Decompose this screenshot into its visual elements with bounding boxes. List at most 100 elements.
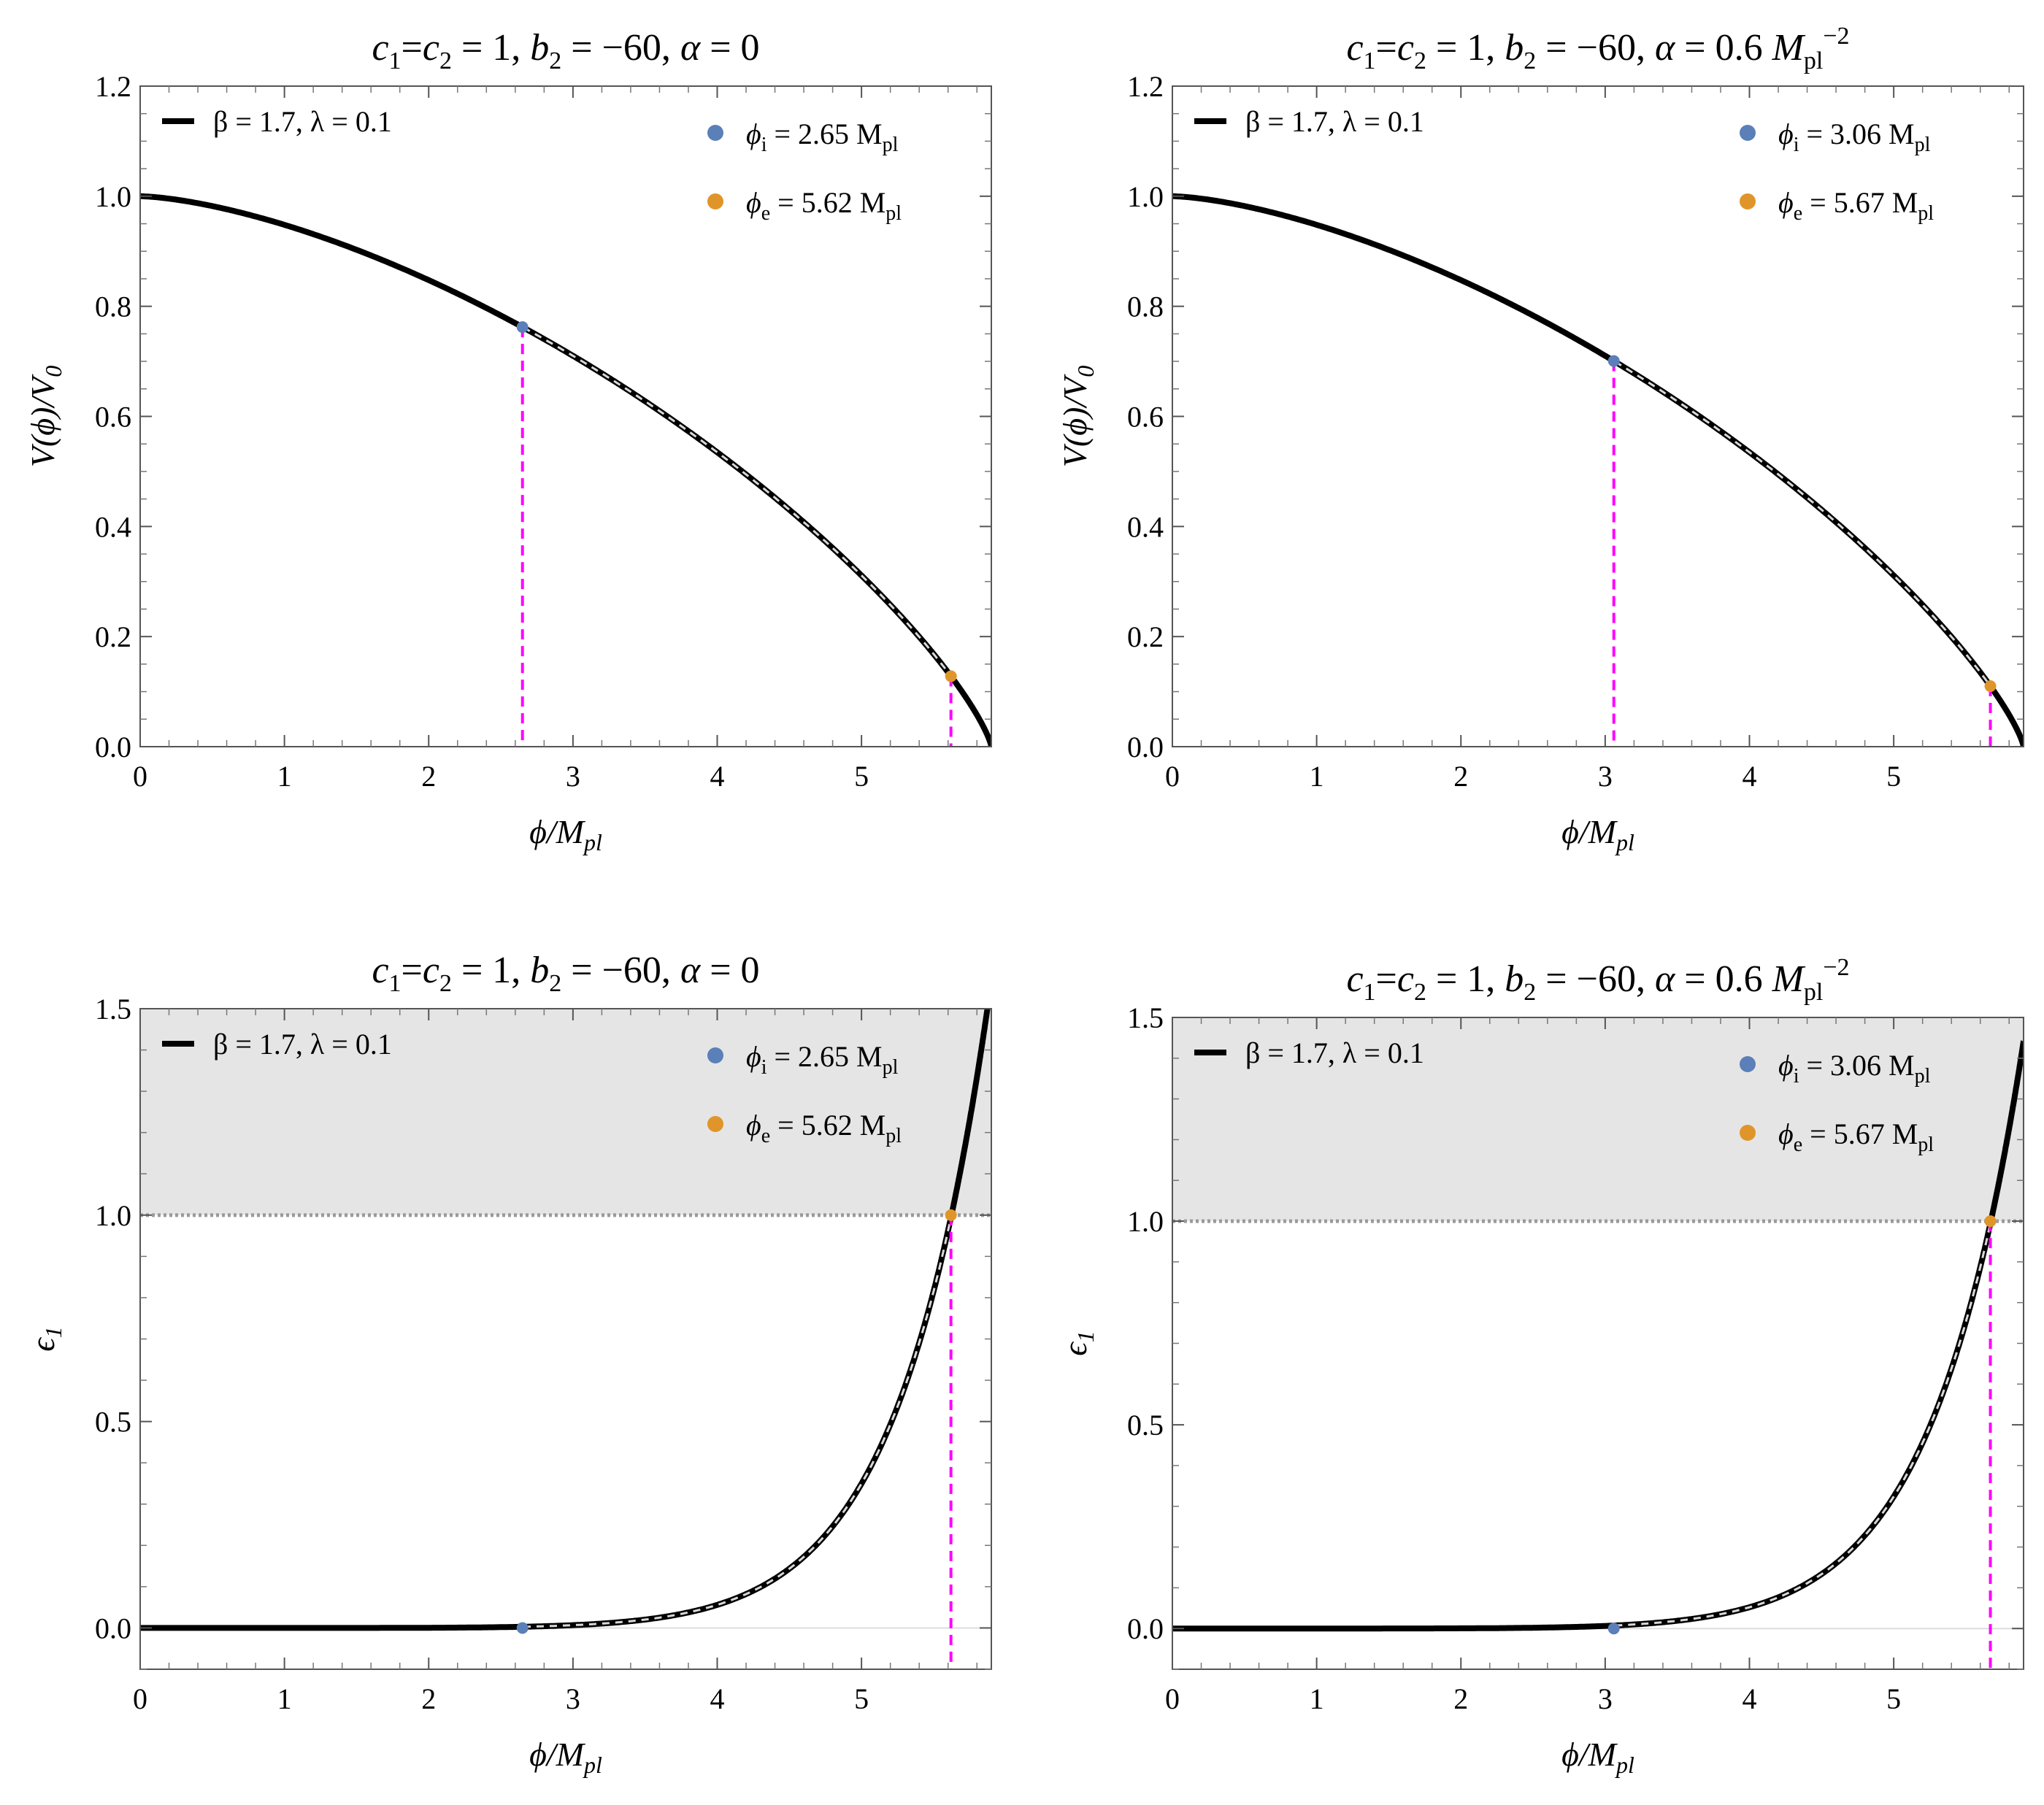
x-tick-label: 4 [710, 760, 725, 793]
phi-i-point [1607, 355, 1620, 367]
potential-curve [1172, 193, 2024, 747]
legend: β = 1.7, λ = 0.1 ϕi = 3.06 Mpl ϕe = 5.67 M… [1194, 1036, 1934, 1156]
legend-phi-i-label: ϕi = 3.06 Mpl [1778, 1049, 1931, 1088]
legend-phi-e-label: ϕe = 5.62 Mpl [746, 186, 902, 225]
y-tick-label: 0.8 [1127, 290, 1164, 323]
x-tick-label: 3 [566, 760, 580, 793]
y-tick-label: 0.6 [95, 401, 131, 434]
legend: β = 1.7, λ = 0.1 ϕi = 2.65 Mpl ϕe = 5.62 M… [162, 105, 902, 225]
y-tick-label: 0.5 [95, 1406, 131, 1439]
y-tick-label: 0.5 [1127, 1409, 1164, 1442]
y-tick-label: 1.0 [95, 1199, 131, 1232]
panel-title: c1=c2 = 1, b2 = −60, α = 0.6 Mpl−2 [1346, 23, 1849, 74]
plot-frame [1172, 85, 2024, 747]
y-tick-label: 1.0 [1127, 180, 1164, 213]
x-tick-label: 2 [1453, 1682, 1468, 1715]
x-tick-label: 3 [566, 1682, 580, 1715]
x-axis-label: ϕ/Mpl [529, 1736, 602, 1778]
legend-phi-i-swatch [1740, 1056, 1756, 1072]
x-tick-label: 0 [133, 1682, 147, 1715]
potential-curve [140, 193, 991, 747]
y-tick-label: 0.0 [95, 731, 131, 763]
legend-phi-i-swatch [707, 125, 723, 141]
y-tick-label: 0.2 [1127, 620, 1164, 653]
shaded-region [1172, 1017, 2024, 1222]
y-tick-label: 0.2 [95, 620, 131, 653]
panel-top-right: 0 1 2 3 4 5 0.0 0.2 0.4 0.6 0.8 1.0 1.2 c1=c2 = 1, b2… [1056, 23, 2024, 855]
x-tick-label: 5 [854, 760, 869, 793]
y-tick-label: 0.4 [1127, 510, 1164, 543]
x-tick-label: 2 [421, 760, 436, 793]
phi-i-point [516, 1622, 529, 1634]
y-tick-label: 0.0 [1127, 731, 1164, 763]
x-tick-label: 4 [710, 1682, 725, 1715]
legend-phi-e-label: ϕe = 5.62 Mpl [746, 1109, 902, 1147]
phi-i-point [516, 321, 529, 334]
y-tick-label: 1.5 [95, 993, 131, 1025]
legend: β = 1.7, λ = 0.1 ϕi = 2.65 Mpl ϕe = 5.62 M… [162, 1028, 902, 1147]
x-tick-label: 1 [277, 1682, 292, 1715]
y-tick-label: 1.5 [1127, 1001, 1164, 1034]
x-tick-label: 2 [421, 1682, 436, 1715]
x-tick-label: 1 [277, 760, 292, 793]
shaded-region [140, 1009, 991, 1215]
x-tick-label: 1 [1310, 1682, 1324, 1715]
y-tick-label: 1.2 [95, 70, 131, 103]
legend-phi-i-swatch [707, 1047, 723, 1063]
x-tick-label: 4 [1743, 760, 1757, 793]
x-tick-label: 5 [854, 1682, 869, 1715]
phi-e-point [1984, 680, 1997, 693]
legend-phi-i-label: ϕi = 2.65 Mpl [746, 1040, 899, 1079]
phi-i-point [1607, 1623, 1620, 1635]
panel-title: c1=c2 = 1, b2 = −60, α = 0 [372, 950, 759, 997]
x-tick-label: 2 [1453, 760, 1468, 793]
x-tick-label: 4 [1743, 1682, 1757, 1715]
y-tick-label: 1.0 [1127, 1205, 1164, 1238]
legend-line-label: β = 1.7, λ = 0.1 [1245, 105, 1424, 138]
legend-phi-e-swatch [1740, 1125, 1756, 1141]
phi-e-point [945, 1209, 957, 1221]
legend-phi-e-swatch [707, 1116, 723, 1132]
inflation-segment [523, 1218, 952, 1628]
curve-group [140, 1009, 991, 1631]
y-tick-label: 0.0 [95, 1612, 131, 1644]
y-tick-label: 0.0 [1127, 1612, 1164, 1645]
legend-phi-e-label: ϕe = 5.67 Mpl [1778, 1117, 1934, 1156]
y-tick-label: 0.6 [1127, 401, 1164, 434]
curve-group [1172, 193, 2024, 747]
y-tick-label: 1.2 [1127, 70, 1164, 103]
panel-title: c1=c2 = 1, b2 = −60, α = 0.6 Mpl−2 [1346, 954, 1849, 1006]
x-tick-label: 5 [1886, 1682, 1901, 1715]
x-axis-label: ϕ/Mpl [1561, 813, 1634, 855]
x-tick-label: 0 [1165, 1682, 1180, 1715]
panel-bottom-right: 0 1 2 3 4 5 0.0 0.5 1.0 1.5 c1=c2 = 1, b2 = −60, α… [1056, 954, 2024, 1778]
y-axis-label: V(ϕ)/V0 [1056, 366, 1099, 467]
legend-phi-e-swatch [707, 193, 723, 209]
curve-group [1172, 1038, 2024, 1632]
panel-bottom-left: 0 1 2 3 4 5 0.0 0.5 1.0 1.5 c1=c2 = 1, b2 = −60, α… [24, 950, 992, 1778]
legend-line-label: β = 1.7, λ = 0.1 [213, 1028, 392, 1061]
panel-top-left: 0 1 2 3 4 5 0.0 0.2 0.4 0.6 0.8 1.0 1.2 c1=c2 = 1, b2… [24, 27, 992, 855]
legend-phi-i-label: ϕi = 2.65 Mpl [746, 118, 899, 156]
x-axis-label: ϕ/Mpl [1561, 1736, 1634, 1778]
y-axis-label: ϵ1 [1056, 1331, 1099, 1356]
legend-phi-e-label: ϕe = 5.67 Mpl [1778, 186, 1934, 225]
x-axis-label: ϕ/Mpl [529, 813, 602, 855]
legend-phi-i-swatch [1740, 125, 1756, 141]
y-tick-label: 0.4 [95, 510, 131, 543]
curve-group [140, 193, 991, 747]
plot-frame [139, 85, 992, 747]
x-tick-label: 5 [1886, 760, 1901, 793]
x-tick-label: 3 [1598, 1682, 1613, 1715]
legend-phi-i-label: ϕi = 3.06 Mpl [1778, 118, 1931, 156]
inflation-segment [1615, 1225, 1991, 1627]
phi-e-point [945, 670, 957, 682]
y-tick-label: 1.0 [95, 180, 131, 213]
legend-line-label: β = 1.7, λ = 0.1 [213, 105, 392, 138]
legend-phi-e-swatch [1740, 193, 1756, 209]
y-tick-label: 0.8 [95, 290, 131, 323]
potential-curve [140, 1009, 991, 1631]
y-axis-label: ϵ1 [24, 1326, 66, 1352]
x-tick-label: 0 [133, 760, 147, 793]
